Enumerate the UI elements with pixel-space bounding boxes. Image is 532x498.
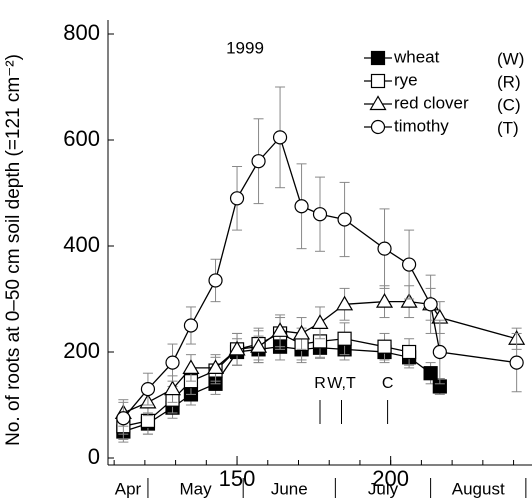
point — [432, 344, 447, 360]
point — [206, 359, 225, 374]
point — [402, 257, 417, 272]
legend-marker — [370, 50, 386, 66]
legend-code: (R) — [497, 72, 521, 91]
month-label: July — [368, 479, 399, 498]
point — [337, 331, 352, 346]
point — [311, 314, 329, 329]
harvest-label: C — [382, 375, 394, 392]
legend-label: rye — [394, 70, 418, 89]
point — [208, 273, 223, 288]
point — [377, 241, 392, 256]
legend-code: (W) — [497, 49, 524, 68]
point — [250, 337, 268, 353]
point — [183, 318, 199, 333]
chart-title: 1999 — [226, 38, 264, 57]
y-tick-label: 600 — [63, 126, 100, 151]
legend-label: timothy — [394, 116, 449, 135]
legend-label: red clover — [394, 93, 469, 112]
y-tick-label: 400 — [63, 232, 100, 257]
x-tick-label: 150 — [219, 466, 256, 491]
legend-label: wheat — [393, 47, 440, 66]
month-label: Apr — [115, 479, 142, 498]
legend-bg — [360, 116, 526, 138]
y-tick-label: 200 — [63, 338, 100, 363]
point — [229, 191, 245, 206]
point — [116, 411, 131, 426]
point — [251, 154, 266, 169]
series-line — [123, 301, 517, 414]
harvest-label: R — [314, 375, 326, 392]
point — [293, 324, 311, 340]
legend-bg — [360, 47, 526, 69]
point — [140, 413, 156, 428]
legend-marker — [370, 73, 386, 89]
point — [165, 355, 180, 370]
point — [228, 340, 246, 356]
legend-bg — [360, 93, 526, 115]
legend-code: (C) — [497, 95, 521, 114]
point — [182, 359, 200, 374]
x-tick-label: 200 — [372, 466, 409, 491]
month-label: August — [452, 479, 505, 498]
point — [423, 297, 438, 312]
point — [163, 380, 182, 396]
legend-marker — [370, 119, 386, 135]
point — [337, 212, 352, 227]
point — [402, 344, 417, 360]
point — [294, 199, 309, 214]
series-line — [122, 136, 517, 419]
point — [377, 339, 392, 354]
legend-marker — [369, 95, 387, 111]
point — [375, 292, 394, 308]
point — [509, 355, 524, 370]
legend-bg — [360, 70, 526, 92]
legend-code: (T) — [497, 118, 519, 137]
point — [272, 130, 288, 145]
point — [271, 322, 289, 337]
harvest-label: W,T — [327, 375, 356, 392]
point — [400, 292, 418, 308]
point — [312, 207, 328, 222]
y-tick-label: 800 — [63, 20, 100, 45]
y-axis-label: No. of roots at 0–50 cm soil depth (=121… — [3, 54, 24, 446]
y-tick-label: 0 — [88, 444, 100, 469]
point — [423, 366, 438, 381]
month-label: May — [180, 479, 213, 498]
point — [336, 295, 354, 311]
month-label: June — [271, 479, 308, 498]
point — [140, 382, 156, 397]
